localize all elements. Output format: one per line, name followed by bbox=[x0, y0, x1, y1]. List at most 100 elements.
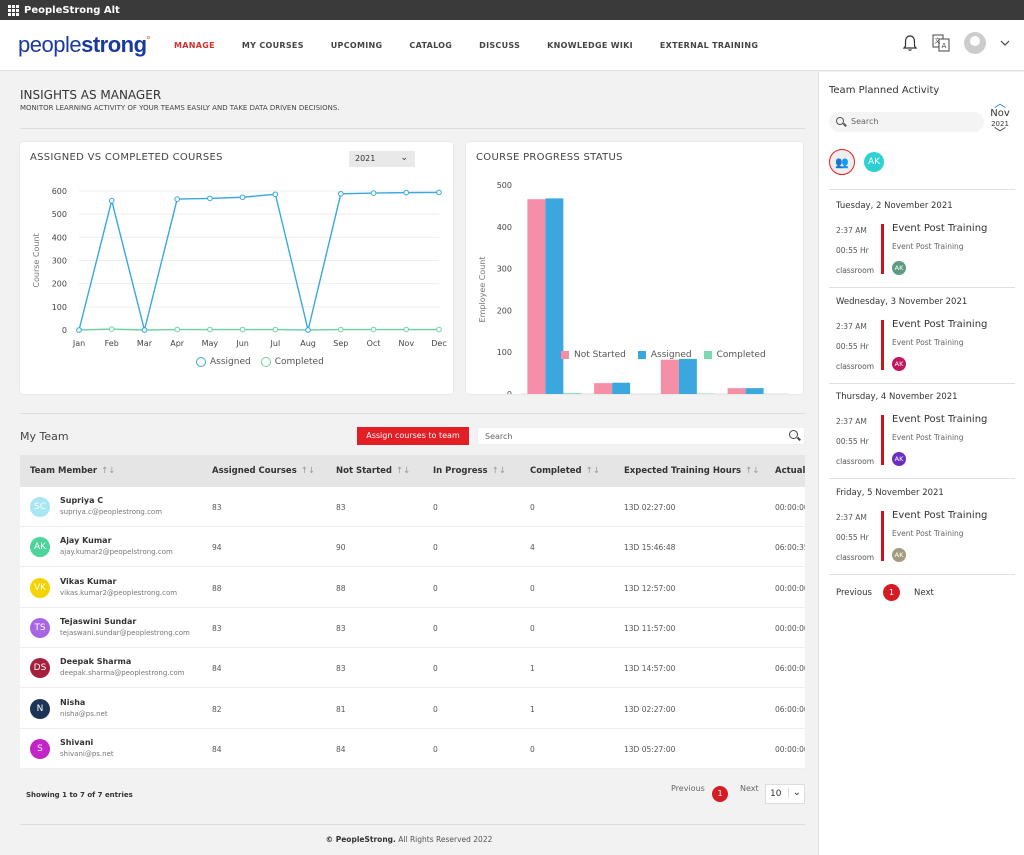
data-point-completed[interactable] bbox=[174, 326, 180, 333]
legend-assigned-label[interactable]: Assigned bbox=[210, 357, 251, 367]
column-header[interactable]: Not Started ↑↓ bbox=[336, 466, 410, 476]
x-tick-label: Jan bbox=[72, 339, 85, 348]
nav-item-catalog[interactable]: CATALOG bbox=[409, 40, 453, 50]
event-title[interactable]: Event Post Training bbox=[892, 509, 988, 521]
legend-not-started-label[interactable]: Not Started bbox=[574, 350, 626, 360]
member-name[interactable]: Tejaswini Sundar bbox=[60, 616, 137, 626]
event-title[interactable]: Event Post Training bbox=[892, 414, 988, 425]
data-point-assigned[interactable] bbox=[305, 327, 311, 333]
event-title[interactable]: Event Post Training bbox=[892, 223, 988, 234]
column-header[interactable]: Expected Training Hours ↑↓ bbox=[624, 466, 759, 476]
nav-item-my-courses[interactable]: MY COURSES bbox=[241, 40, 304, 50]
column-header[interactable]: In Progress ↑↓ bbox=[433, 466, 506, 476]
member-name[interactable]: Supriya C bbox=[60, 496, 104, 505]
bar-assigned[interactable] bbox=[612, 382, 631, 394]
bar-not-started[interactable] bbox=[727, 388, 746, 394]
page-1-button[interactable]: 1 bbox=[712, 786, 728, 802]
bar-assigned[interactable] bbox=[545, 198, 564, 394]
column-header[interactable]: Assigned Courses ↑↓ bbox=[212, 466, 315, 476]
bar-not-started[interactable] bbox=[594, 383, 613, 394]
table-row[interactable]: TS Tejaswini Sundar tejaswani.sundar@peopl… bbox=[20, 608, 805, 648]
sort-icon[interactable]: ↑↓ bbox=[396, 466, 411, 476]
nav-item-upcoming[interactable]: UPCOMING bbox=[330, 40, 383, 50]
bar-not-started[interactable] bbox=[527, 199, 546, 394]
table-row[interactable]: AK Ajay Kumar ajay.kumar2@peopelstrong.com… bbox=[20, 527, 805, 568]
sort-icon[interactable]: ↑↓ bbox=[745, 466, 760, 476]
notification-bell-icon[interactable] bbox=[902, 34, 918, 52]
page-size-select[interactable]: 10 ⌄ bbox=[765, 784, 805, 804]
sort-icon[interactable]: ↑↓ bbox=[585, 466, 600, 476]
table-row[interactable]: SC Supriya C supriya.c@peoplestrong.com 83 8… bbox=[20, 487, 805, 527]
chevron-down-icon[interactable]: ﹀ bbox=[993, 126, 1006, 140]
data-point-completed[interactable] bbox=[207, 326, 213, 333]
table-row[interactable]: DS Deepak Sharma deepak.sharma@peoplestron… bbox=[20, 648, 805, 689]
translate-icon[interactable]: A文 bbox=[932, 34, 950, 52]
data-point-assigned[interactable] bbox=[141, 327, 148, 333]
data-point-assigned[interactable] bbox=[338, 190, 344, 197]
sort-icon[interactable]: ↑↓ bbox=[101, 466, 116, 476]
event-title[interactable]: Event Post Training bbox=[892, 318, 988, 330]
chevron-up-icon[interactable]: ︿ bbox=[993, 96, 1006, 110]
table-row[interactable]: VK Vikas Kumar vikas.kumar2@peoplestrong.c… bbox=[20, 568, 805, 608]
member-filter-avatar[interactable]: AK bbox=[864, 152, 884, 172]
data-point-completed[interactable] bbox=[436, 326, 442, 333]
member-name[interactable]: Ajay Kumar bbox=[60, 536, 112, 546]
member-name[interactable]: Vikas Kumar bbox=[60, 576, 117, 586]
table-row[interactable]: N Nisha nisha@ps.net 82 81 0 1 13D 02:27:00 06:0… bbox=[20, 689, 805, 729]
bar-assigned[interactable] bbox=[678, 358, 697, 394]
nav-item-external-training[interactable]: EXTERNAL TRAINING bbox=[659, 40, 759, 50]
data-point-assigned[interactable] bbox=[272, 191, 279, 198]
legend-completed-label[interactable]: Completed bbox=[716, 350, 766, 360]
next-page-button[interactable]: Next bbox=[740, 784, 759, 793]
data-point-completed[interactable] bbox=[272, 326, 279, 333]
bar-not-started[interactable] bbox=[660, 359, 679, 394]
data-point-completed[interactable] bbox=[370, 326, 377, 333]
bar-assigned[interactable] bbox=[745, 388, 764, 394]
sidebar-search-input[interactable]: Search bbox=[829, 112, 984, 132]
series-line-completed bbox=[78, 328, 439, 331]
data-point-assigned[interactable] bbox=[436, 189, 442, 196]
user-avatar[interactable] bbox=[964, 32, 986, 54]
column-header[interactable]: Completed ↑↓ bbox=[530, 466, 600, 476]
member-name[interactable]: Nisha bbox=[60, 697, 86, 707]
data-point-assigned[interactable] bbox=[76, 327, 82, 333]
prev-page-button[interactable]: Previous bbox=[671, 784, 705, 793]
data-point-completed[interactable] bbox=[239, 326, 246, 333]
member-name[interactable]: Shivani bbox=[60, 737, 94, 747]
year-select[interactable]: 2021 ⌄ bbox=[349, 151, 415, 167]
team-search-input[interactable]: Search bbox=[477, 427, 805, 445]
data-point-assigned[interactable] bbox=[207, 195, 213, 202]
app-grid-icon[interactable] bbox=[8, 4, 19, 16]
sidebar-page-1-button[interactable]: 1 bbox=[883, 584, 900, 601]
sort-icon[interactable]: ↑↓ bbox=[300, 466, 316, 476]
page-size-value: 10 bbox=[770, 789, 782, 799]
event-subtitle: Event Post Training bbox=[892, 433, 964, 442]
member-name[interactable]: Deepak Sharma bbox=[60, 657, 132, 667]
data-point-completed[interactable] bbox=[108, 326, 115, 332]
assign-courses-button[interactable]: Assign courses to team bbox=[357, 427, 469, 445]
nav-item-manage[interactable]: MANAGE bbox=[174, 40, 215, 50]
event-time: 2:37 AM bbox=[836, 226, 867, 235]
team-filter-icon[interactable]: 👥 bbox=[829, 149, 855, 175]
sidebar-prev-button[interactable]: Previous bbox=[836, 588, 872, 598]
data-point-assigned[interactable] bbox=[174, 196, 180, 202]
chevron-down-icon[interactable] bbox=[1000, 39, 1010, 47]
data-point-assigned[interactable] bbox=[370, 190, 377, 196]
bar-completed[interactable] bbox=[563, 393, 582, 394]
legend-completed-label[interactable]: Completed bbox=[274, 357, 324, 367]
nav-item-discuss[interactable]: DISCUSS bbox=[479, 40, 521, 50]
sidebar-next-button[interactable]: Next bbox=[914, 588, 934, 598]
column-header[interactable]: Team Member ↑↓ bbox=[30, 466, 115, 476]
nav-item-knowledge-wiki[interactable]: KNOWLEDGE WIKI bbox=[547, 40, 633, 50]
legend-assigned-label[interactable]: Assigned bbox=[650, 350, 692, 360]
data-point-assigned[interactable] bbox=[239, 194, 246, 201]
data-point-completed[interactable] bbox=[338, 326, 344, 333]
data-point-assigned[interactable] bbox=[403, 189, 410, 196]
brand-logo[interactable]: peoplestrong° bbox=[18, 32, 150, 58]
data-point-assigned[interactable] bbox=[108, 197, 115, 204]
column-header[interactable]: Actual Training Hours bbox=[775, 466, 805, 476]
search-icon[interactable] bbox=[789, 430, 798, 439]
sort-icon[interactable]: ↑↓ bbox=[491, 466, 506, 476]
data-point-completed[interactable] bbox=[403, 326, 410, 333]
table-row[interactable]: S Shivani shivani@ps.net 84 84 0 0 13D 05:27:00… bbox=[20, 729, 805, 769]
